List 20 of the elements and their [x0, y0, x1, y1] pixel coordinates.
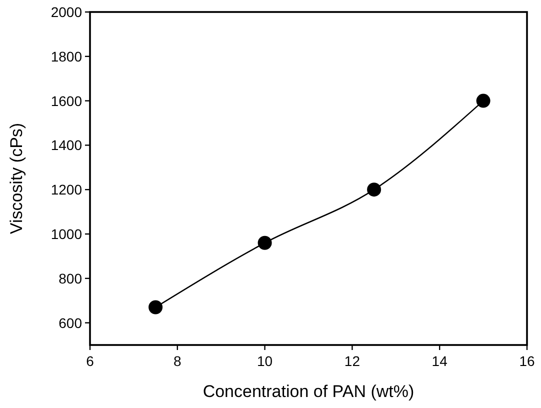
y-tick-label: 1800	[50, 48, 82, 64]
y-tick-label: 1600	[50, 92, 82, 109]
x-tick-label: 16	[519, 353, 535, 369]
point	[367, 182, 382, 197]
point	[148, 300, 163, 314]
y-tick-label: 1000	[50, 226, 82, 242]
y-tick-label: 600	[58, 314, 82, 331]
x-tick-label: 10	[257, 353, 273, 369]
y-axis-title: Viscosity (cPs)	[7, 122, 26, 234]
x-tick-label: 12	[344, 353, 360, 369]
y-tick-label: 2000	[50, 4, 82, 20]
point	[258, 236, 272, 250]
y-tick-label: 1200	[50, 182, 82, 198]
x-tick-label: 6	[86, 353, 94, 369]
y-tick-label: 1400	[50, 137, 82, 154]
point	[476, 94, 490, 108]
x-tick-label: 14	[432, 353, 448, 369]
x-tick-label: 8	[174, 353, 182, 369]
y-tick-label: 800	[58, 270, 82, 286]
x-axis-title: Concentration of PAN (wt%)	[202, 382, 414, 401]
